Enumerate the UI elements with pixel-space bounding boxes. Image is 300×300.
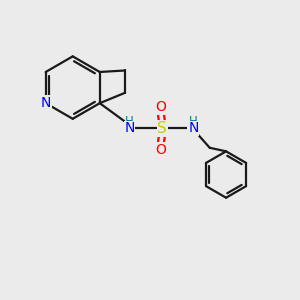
Text: O: O	[155, 143, 166, 157]
Text: O: O	[155, 100, 166, 114]
Text: N: N	[40, 96, 51, 110]
Text: N: N	[188, 122, 199, 136]
Text: H: H	[189, 116, 198, 128]
Text: S: S	[157, 121, 167, 136]
Text: N: N	[124, 122, 135, 136]
Text: H: H	[125, 116, 134, 128]
